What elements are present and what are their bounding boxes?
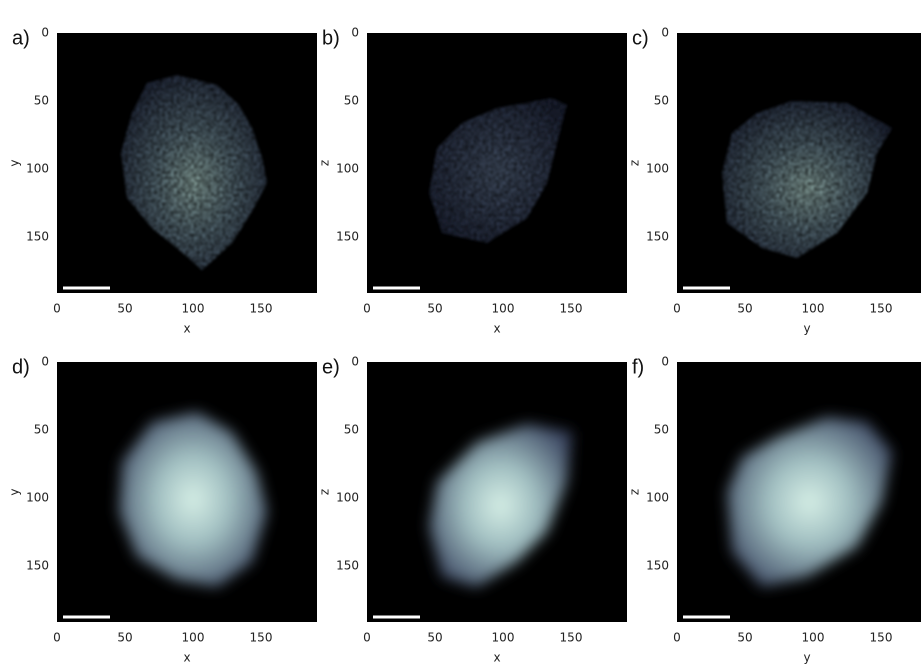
y-tick-label: 0	[661, 355, 669, 369]
x-tick-label: 150	[560, 631, 583, 645]
x-tick-label: 150	[560, 302, 583, 316]
y-tick-label: 100	[646, 491, 669, 505]
y-tick-label: 150	[646, 230, 669, 244]
panel: 0 50 100 150 0 50 100 150 x z e)	[318, 355, 627, 664]
y-tick-label: 100	[646, 162, 669, 176]
panel-label: f)	[632, 356, 644, 378]
y-tick-label: 50	[344, 94, 359, 108]
projection	[429, 98, 567, 243]
x-tick-label: 100	[492, 631, 515, 645]
x-tick-label: 50	[117, 302, 132, 316]
panel: 0 50 100 150 0 50 100 150 x y d)	[8, 355, 317, 664]
panel-label: c)	[632, 27, 649, 49]
y-tick-label: 0	[41, 26, 49, 40]
y-tick-label: 50	[34, 423, 49, 437]
panel-label: a)	[12, 27, 30, 49]
y-tick-label: 50	[654, 94, 669, 108]
projection	[119, 412, 267, 587]
y-tick-label: 150	[646, 559, 669, 573]
x-tick-label: 50	[737, 302, 752, 316]
y-tick-label: 150	[336, 230, 359, 244]
x-tick-label: 50	[117, 631, 132, 645]
y-axis-label: z	[628, 160, 642, 166]
x-tick-label: 100	[802, 631, 825, 645]
panel: 0 50 100 150 0 50 100 150 y z f)	[628, 355, 921, 664]
y-tick-label: 100	[336, 491, 359, 505]
panel: 0 50 100 150 0 50 100 150 y z c)	[628, 26, 921, 336]
x-tick-label: 150	[250, 631, 273, 645]
projection	[722, 101, 892, 258]
x-tick-label: 150	[870, 631, 893, 645]
x-tick-label: 150	[870, 302, 893, 316]
x-axis-label: x	[493, 322, 500, 336]
y-axis-label: z	[318, 489, 332, 495]
y-tick-label: 50	[654, 423, 669, 437]
x-axis-label: y	[803, 651, 810, 664]
x-tick-label: 0	[363, 631, 371, 645]
x-tick-label: 100	[492, 302, 515, 316]
projection	[429, 424, 572, 587]
panel: 0 50 100 150 0 50 100 150 x z b)	[318, 26, 627, 336]
x-tick-label: 100	[802, 302, 825, 316]
x-tick-label: 150	[250, 302, 273, 316]
x-axis-label: x	[493, 651, 500, 664]
projection	[727, 417, 892, 587]
y-axis-label: z	[318, 160, 332, 166]
y-tick-label: 100	[26, 162, 49, 176]
y-tick-label: 150	[26, 230, 49, 244]
x-tick-label: 100	[182, 631, 205, 645]
x-tick-label: 0	[363, 302, 371, 316]
y-tick-label: 100	[26, 491, 49, 505]
y-tick-label: 150	[336, 559, 359, 573]
x-axis-label: y	[803, 322, 810, 336]
y-axis-label: y	[8, 159, 22, 166]
panel: 0 50 100 150 0 50 100 150 x y a)	[8, 26, 317, 336]
panel-label: b)	[322, 27, 340, 49]
panel-label: d)	[12, 356, 30, 378]
y-axis-label: z	[628, 489, 642, 495]
y-tick-label: 50	[344, 423, 359, 437]
panel-label: e)	[322, 356, 340, 378]
y-tick-label: 0	[351, 355, 359, 369]
x-tick-label: 50	[737, 631, 752, 645]
x-tick-label: 50	[427, 302, 442, 316]
y-tick-label: 150	[26, 559, 49, 573]
y-tick-label: 0	[351, 26, 359, 40]
y-tick-label: 100	[336, 162, 359, 176]
x-tick-label: 0	[673, 302, 681, 316]
x-tick-label: 50	[427, 631, 442, 645]
x-tick-label: 0	[673, 631, 681, 645]
y-tick-label: 50	[34, 94, 49, 108]
y-tick-label: 0	[41, 355, 49, 369]
x-tick-label: 0	[53, 302, 61, 316]
y-axis-label: y	[8, 488, 22, 495]
x-tick-label: 0	[53, 631, 61, 645]
projection	[121, 75, 267, 270]
y-tick-label: 0	[661, 26, 669, 40]
x-axis-label: x	[183, 651, 190, 664]
x-tick-label: 100	[182, 302, 205, 316]
x-axis-label: x	[183, 322, 190, 336]
